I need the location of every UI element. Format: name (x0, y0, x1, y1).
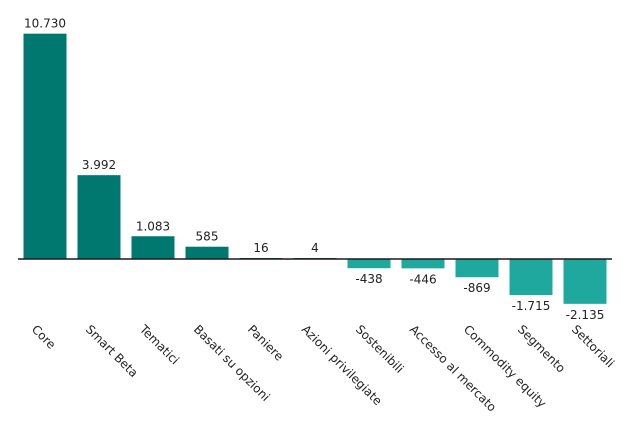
bar-7 (401, 259, 445, 269)
category-label: Sostenibili (353, 322, 407, 376)
category-label: Core (29, 322, 59, 352)
value-label: -869 (463, 281, 490, 295)
value-label: -1.715 (512, 299, 551, 313)
value-label: 1.083 (136, 219, 170, 233)
value-label: -438 (355, 272, 382, 286)
value-labels-group: 10.730 3.992 1.083 585 16 4 -438 -446 -869 -1.715… (24, 17, 604, 322)
bar-9 (509, 259, 553, 296)
category-label: Paniere (245, 322, 286, 363)
category-label: Segmento (515, 322, 568, 375)
bar-10 (563, 259, 607, 304)
value-label: -2.135 (566, 308, 605, 322)
category-label: Smart Beta (83, 322, 141, 380)
value-label: 3.992 (82, 158, 116, 172)
category-label: Settoriali (569, 322, 617, 370)
value-label: -446 (409, 272, 436, 286)
value-label: 4 (311, 241, 319, 255)
bar-6 (347, 259, 391, 269)
bar-0 (23, 33, 67, 259)
bar-8 (455, 259, 499, 278)
bar-1 (77, 175, 121, 259)
bar-3 (185, 246, 229, 259)
category-label: Tematici (136, 322, 182, 368)
value-label: 10.730 (24, 17, 66, 31)
bar-2 (131, 236, 175, 259)
value-label: 16 (253, 241, 268, 255)
bars-group (23, 33, 607, 304)
value-label: 585 (196, 230, 219, 244)
